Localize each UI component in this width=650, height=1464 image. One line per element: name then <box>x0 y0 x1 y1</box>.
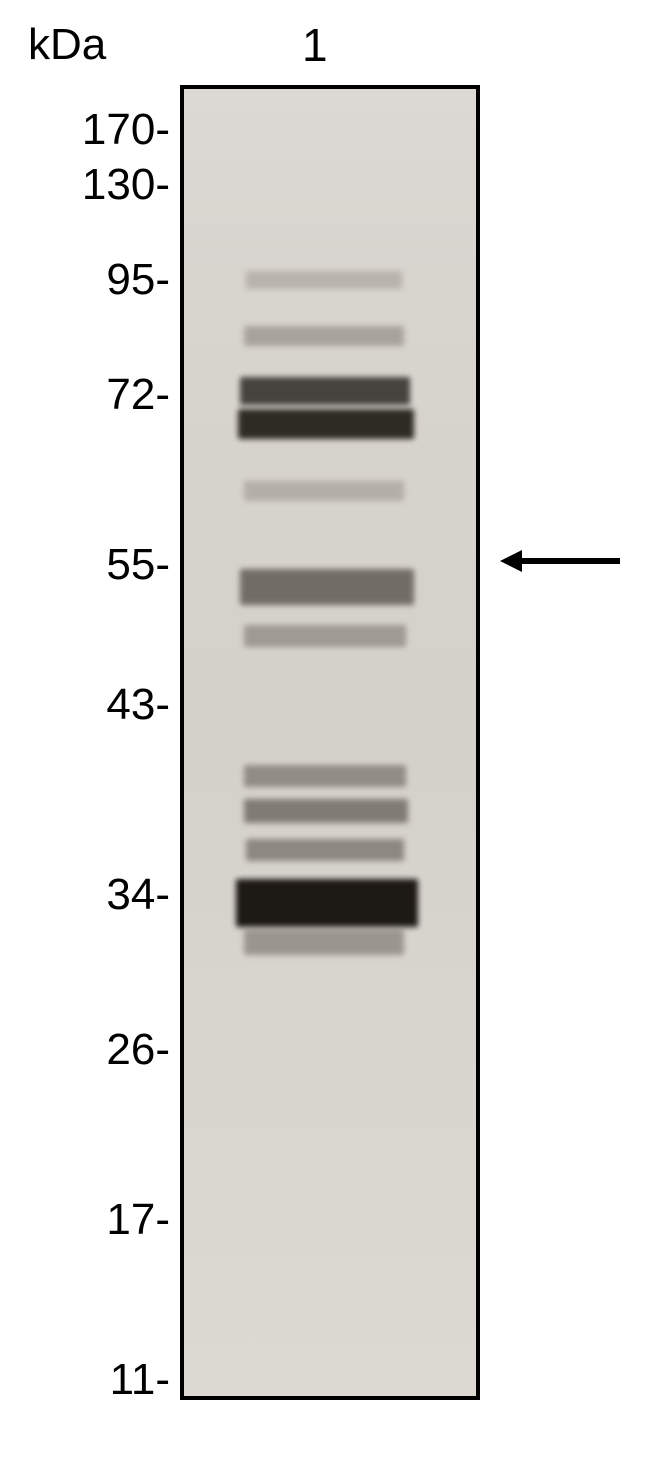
protein-band <box>244 326 404 346</box>
marker-label: 95- <box>30 255 170 305</box>
marker-label: 11- <box>30 1355 170 1405</box>
protein-band <box>244 929 404 955</box>
marker-label: 26- <box>30 1025 170 1075</box>
protein-band <box>240 377 410 405</box>
protein-band <box>244 765 406 787</box>
protein-band <box>238 409 414 439</box>
protein-band <box>246 271 402 289</box>
protein-band <box>244 799 408 823</box>
protein-band <box>240 569 414 605</box>
marker-label: 55- <box>30 540 170 590</box>
marker-label: 17- <box>30 1195 170 1245</box>
arrow-head-icon <box>500 550 522 572</box>
lane-number-label: 1 <box>302 18 328 72</box>
protein-band <box>246 839 404 861</box>
marker-label: 72- <box>30 370 170 420</box>
unit-label: kDa <box>28 20 106 70</box>
arrow-shaft <box>522 558 620 564</box>
blot-lane-frame <box>180 85 480 1400</box>
figure-container: { "unit_label": { "text": "kDa", "fontsi… <box>0 0 650 1464</box>
marker-label: 130- <box>30 160 170 210</box>
protein-band <box>244 625 406 647</box>
marker-label: 34- <box>30 870 170 920</box>
protein-band <box>244 481 404 501</box>
protein-band <box>236 879 418 927</box>
marker-label: 43- <box>30 680 170 730</box>
marker-label: 170- <box>30 105 170 155</box>
